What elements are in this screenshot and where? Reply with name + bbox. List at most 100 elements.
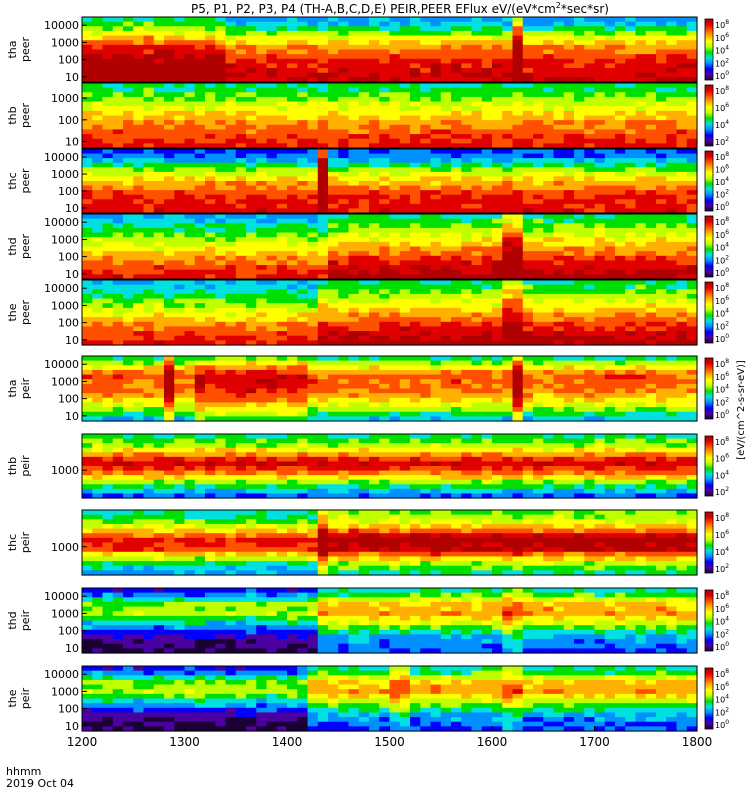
heatmap-cell — [584, 374, 596, 380]
heatmap-cell — [266, 167, 278, 173]
heatmap-cell — [225, 54, 237, 60]
heatmap-cell — [328, 397, 339, 404]
heatmap-cell — [656, 388, 667, 394]
heatmap-cell — [676, 30, 688, 37]
heatmap-cell — [451, 63, 462, 69]
heatmap-cell — [481, 335, 493, 341]
heatmap-cell — [194, 326, 206, 332]
heatmap-cell — [461, 134, 473, 140]
heatmap-cell — [307, 17, 319, 23]
heatmap-cell — [338, 255, 350, 262]
heatmap-cell — [399, 241, 411, 248]
heatmap-cell — [205, 269, 216, 275]
heatmap-cell — [512, 129, 524, 135]
heatmap-cell — [369, 120, 380, 126]
heatmap-cell — [133, 317, 145, 323]
heatmap-cell — [686, 237, 698, 243]
heatmap-cell — [358, 260, 370, 266]
heatmap-cell — [522, 214, 534, 220]
heatmap-cell — [645, 162, 657, 168]
heatmap-cell — [471, 246, 483, 252]
heatmap-cell — [533, 379, 544, 385]
heatmap-cell — [307, 87, 319, 93]
heatmap-cell — [625, 110, 637, 117]
heatmap-cell — [471, 241, 483, 248]
heatmap-cell — [246, 63, 257, 69]
heatmap-cell — [574, 260, 585, 266]
heatmap-cell — [420, 326, 432, 332]
heatmap-cell — [543, 335, 555, 341]
heatmap-cell — [492, 40, 503, 46]
heatmap-cell — [492, 214, 503, 220]
heatmap-cell — [297, 246, 309, 252]
heatmap-cell — [92, 317, 104, 323]
heatmap-cell — [246, 214, 257, 220]
heatmap-cell — [328, 167, 339, 173]
heatmap-cell — [297, 101, 309, 107]
colorbar — [704, 18, 714, 81]
heatmap-cell — [645, 153, 657, 159]
heatmap-cell — [594, 260, 606, 266]
heatmap-cell — [184, 68, 196, 74]
heatmap-cell — [594, 110, 606, 117]
heatmap-cell — [225, 214, 237, 220]
y-tick-label: 10 — [65, 71, 79, 84]
heatmap-cell — [369, 284, 380, 290]
heatmap-cell — [328, 331, 339, 337]
heatmap-cell — [266, 149, 278, 155]
heatmap-cell — [143, 167, 155, 173]
heatmap-cell — [194, 298, 206, 304]
heatmap-cell — [174, 40, 186, 46]
heatmap-cell — [492, 115, 503, 121]
heatmap-cell — [112, 360, 124, 366]
heatmap-cell — [225, 120, 237, 126]
heatmap-cell — [184, 374, 196, 380]
heatmap-cell — [676, 356, 688, 362]
heatmap-cell — [574, 246, 585, 252]
heatmap-cell — [379, 265, 391, 271]
heatmap-cell — [635, 223, 647, 229]
heatmap-cell — [297, 167, 309, 173]
heatmap-cell — [287, 265, 298, 271]
heatmap-cell — [82, 101, 93, 107]
heatmap-cell — [553, 58, 565, 65]
heatmap-cell — [399, 374, 411, 380]
heatmap-cell — [358, 26, 370, 32]
heatmap-cell — [389, 232, 401, 238]
heatmap-cell — [174, 303, 186, 309]
heatmap-cell — [656, 246, 667, 252]
heatmap-cell — [266, 83, 278, 89]
y-tick-label: 1000 — [51, 299, 79, 312]
heatmap-cell — [133, 246, 145, 252]
heatmap-cell — [307, 360, 319, 366]
heatmap-cell — [102, 365, 114, 371]
heatmap-cell — [112, 30, 124, 37]
heatmap-cell — [676, 181, 688, 187]
heatmap-cell — [338, 87, 350, 93]
heatmap-cell — [656, 307, 667, 314]
heatmap-cell — [194, 265, 206, 271]
heatmap-cell — [656, 110, 667, 117]
heatmap-cell — [174, 335, 186, 341]
heatmap-cell — [594, 365, 606, 371]
heatmap-cell — [492, 101, 503, 107]
heatmap-cell — [235, 365, 247, 371]
heatmap-cell — [348, 124, 360, 131]
heatmap-cell — [440, 68, 452, 74]
heatmap-cell — [82, 92, 93, 98]
heatmap-cell — [153, 383, 165, 390]
heatmap-cell — [676, 289, 688, 295]
heatmap-cell — [215, 331, 227, 337]
heatmap-cell — [656, 227, 667, 234]
heatmap-cell — [543, 110, 555, 117]
heatmap-cell — [563, 265, 575, 271]
heatmap-cell — [174, 171, 186, 178]
heatmap-cell — [246, 284, 257, 290]
heatmap-cell — [563, 383, 575, 390]
heatmap-cell — [574, 83, 585, 89]
heatmap-cell — [533, 388, 544, 394]
heatmap-cell — [666, 87, 678, 93]
heatmap-cell — [307, 58, 319, 65]
heatmap-cell — [666, 92, 678, 98]
heatmap-cell — [256, 379, 268, 385]
